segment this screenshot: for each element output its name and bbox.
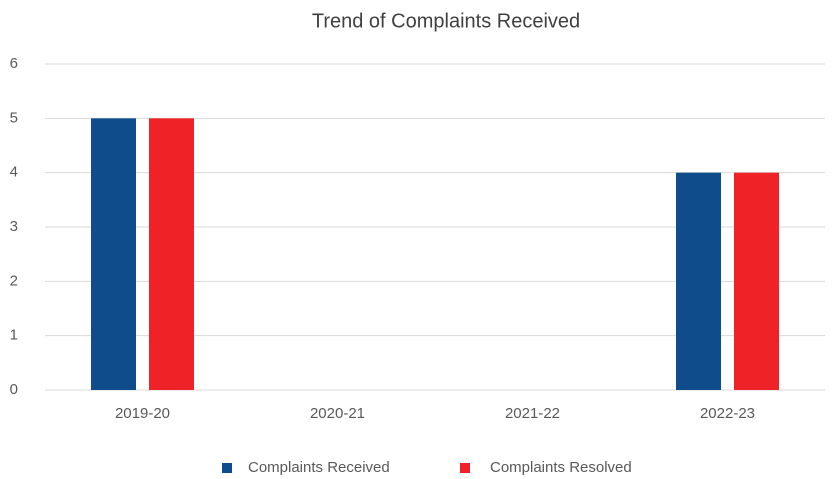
legend-swatch xyxy=(460,463,470,473)
legend-label: Complaints Received xyxy=(248,459,390,476)
x-tick-label: 2021-22 xyxy=(505,405,560,422)
y-tick-label: 6 xyxy=(10,55,18,72)
chart-title: Trend of Complaints Received xyxy=(312,10,580,32)
x-tick-label: 2019-20 xyxy=(115,405,170,422)
bar xyxy=(149,118,194,390)
bar xyxy=(91,118,136,390)
x-tick-label: 2020-21 xyxy=(310,405,365,422)
y-tick-label: 2 xyxy=(10,272,18,289)
x-tick-label: 2022-23 xyxy=(700,405,755,422)
y-tick-label: 0 xyxy=(10,381,18,398)
legend-swatch xyxy=(222,463,232,473)
bar xyxy=(676,172,721,390)
y-tick-label: 4 xyxy=(10,164,18,181)
legend-label: Complaints Resolved xyxy=(490,459,632,476)
y-tick-label: 1 xyxy=(10,327,18,344)
y-tick-label: 5 xyxy=(10,109,18,126)
bar xyxy=(734,172,779,390)
y-tick-label: 3 xyxy=(10,218,18,235)
